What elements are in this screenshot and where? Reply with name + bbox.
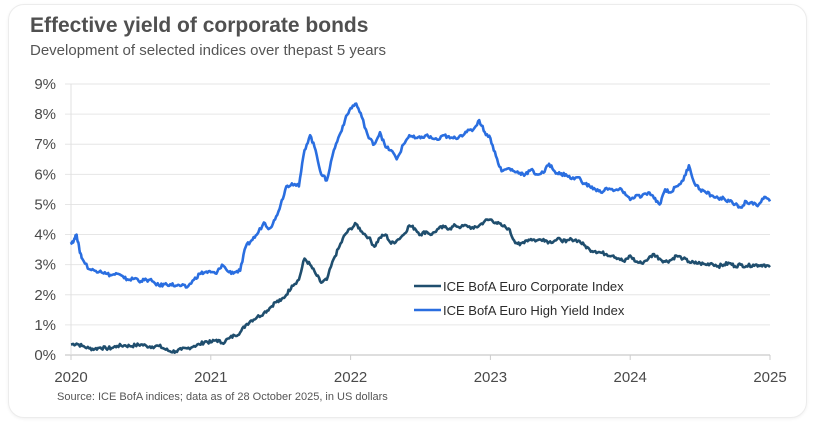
y-tick-label: 5% bbox=[34, 196, 56, 213]
legend-label-high-yield: ICE BofA Euro High Yield Index bbox=[443, 303, 625, 318]
series-line-high-yield bbox=[69, 102, 772, 289]
y-axis: 0% 1% 2% 3% 4% 5% 6% 7% 8% 9% bbox=[34, 76, 56, 364]
y-tick-label: 8% bbox=[34, 106, 56, 123]
series-line-corporate bbox=[70, 218, 771, 354]
chart-title: Effective yield of corporate bonds bbox=[30, 14, 369, 37]
x-tick-label: 2024 bbox=[614, 369, 647, 386]
x-axis: 2020 2021 2022 2023 2024 2025 bbox=[54, 355, 787, 386]
y-tick-label: 7% bbox=[34, 136, 56, 153]
y-tick-label: 3% bbox=[34, 257, 56, 274]
legend: ICE BofA Euro Corporate Index ICE BofA E… bbox=[414, 279, 625, 318]
y-tick-label: 6% bbox=[34, 166, 56, 183]
y-tick-label: 4% bbox=[34, 227, 56, 244]
gridlines bbox=[65, 83, 770, 356]
y-tick-label: 9% bbox=[34, 76, 56, 93]
series-group bbox=[69, 102, 772, 354]
y-tick-label: 2% bbox=[34, 287, 56, 304]
x-tick-label: 2020 bbox=[54, 369, 87, 386]
x-tick-label: 2022 bbox=[334, 369, 367, 386]
source-note: Source: ICE BofA indices; data as of 28 … bbox=[57, 391, 388, 403]
x-tick-label: 2021 bbox=[194, 369, 227, 386]
chart-card bbox=[8, 4, 807, 418]
x-tick-label: 2025 bbox=[753, 369, 786, 386]
x-tick-label: 2023 bbox=[474, 369, 507, 386]
y-tick-label: 0% bbox=[34, 347, 56, 364]
y-tick-label: 1% bbox=[34, 317, 56, 334]
legend-label-corporate: ICE BofA Euro Corporate Index bbox=[443, 279, 624, 294]
chart-subtitle: Development of selected indices over the… bbox=[30, 42, 387, 59]
